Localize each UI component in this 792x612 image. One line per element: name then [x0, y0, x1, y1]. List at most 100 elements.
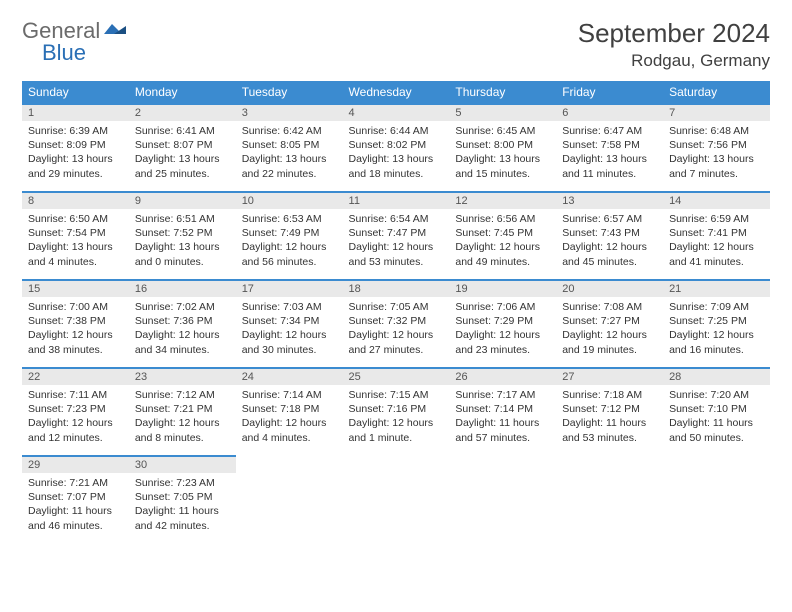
sunset-text: Sunset: 7:05 PM — [135, 490, 230, 504]
day-number: 28 — [663, 369, 770, 385]
day-number: 29 — [22, 457, 129, 473]
page-header: General Blue September 2024 Rodgau, Germ… — [22, 18, 770, 71]
day-number: 25 — [343, 369, 450, 385]
day-header: Thursday — [449, 81, 556, 104]
calendar-cell: 2Sunrise: 6:41 AMSunset: 8:07 PMDaylight… — [129, 104, 236, 192]
daylight-text: Daylight: 12 hours and 27 minutes. — [349, 328, 444, 356]
sunrise-text: Sunrise: 6:44 AM — [349, 124, 444, 138]
calendar-cell: 7Sunrise: 6:48 AMSunset: 7:56 PMDaylight… — [663, 104, 770, 192]
calendar-cell: 19Sunrise: 7:06 AMSunset: 7:29 PMDayligh… — [449, 280, 556, 368]
sunset-text: Sunset: 7:21 PM — [135, 402, 230, 416]
day-number: 2 — [129, 105, 236, 121]
cell-body: Sunrise: 6:56 AMSunset: 7:45 PMDaylight:… — [449, 209, 556, 273]
sunset-text: Sunset: 7:45 PM — [455, 226, 550, 240]
daylight-text: Daylight: 12 hours and 4 minutes. — [242, 416, 337, 444]
sunrise-text: Sunrise: 7:09 AM — [669, 300, 764, 314]
calendar-cell: 6Sunrise: 6:47 AMSunset: 7:58 PMDaylight… — [556, 104, 663, 192]
cell-body: Sunrise: 6:47 AMSunset: 7:58 PMDaylight:… — [556, 121, 663, 185]
calendar-week: 8Sunrise: 6:50 AMSunset: 7:54 PMDaylight… — [22, 192, 770, 280]
empty-cell — [343, 456, 450, 544]
sunset-text: Sunset: 7:52 PM — [135, 226, 230, 240]
sunrise-text: Sunrise: 6:54 AM — [349, 212, 444, 226]
sunrise-text: Sunrise: 6:59 AM — [669, 212, 764, 226]
daylight-text: Daylight: 12 hours and 12 minutes. — [28, 416, 123, 444]
cell-body: Sunrise: 7:02 AMSunset: 7:36 PMDaylight:… — [129, 297, 236, 361]
sunset-text: Sunset: 7:16 PM — [349, 402, 444, 416]
cell-body: Sunrise: 7:06 AMSunset: 7:29 PMDaylight:… — [449, 297, 556, 361]
calendar-cell: 5Sunrise: 6:45 AMSunset: 8:00 PMDaylight… — [449, 104, 556, 192]
cell-body: Sunrise: 6:54 AMSunset: 7:47 PMDaylight:… — [343, 209, 450, 273]
title-block: September 2024 Rodgau, Germany — [578, 18, 770, 71]
month-title: September 2024 — [578, 18, 770, 49]
day-number: 7 — [663, 105, 770, 121]
sunrise-text: Sunrise: 7:02 AM — [135, 300, 230, 314]
day-number: 16 — [129, 281, 236, 297]
cell-body: Sunrise: 7:23 AMSunset: 7:05 PMDaylight:… — [129, 473, 236, 537]
day-number: 3 — [236, 105, 343, 121]
daylight-text: Daylight: 13 hours and 22 minutes. — [242, 152, 337, 180]
cell-body: Sunrise: 6:57 AMSunset: 7:43 PMDaylight:… — [556, 209, 663, 273]
calendar-cell: 16Sunrise: 7:02 AMSunset: 7:36 PMDayligh… — [129, 280, 236, 368]
daylight-text: Daylight: 12 hours and 8 minutes. — [135, 416, 230, 444]
cell-body: Sunrise: 6:48 AMSunset: 7:56 PMDaylight:… — [663, 121, 770, 185]
calendar-week: 1Sunrise: 6:39 AMSunset: 8:09 PMDaylight… — [22, 104, 770, 192]
sunset-text: Sunset: 7:18 PM — [242, 402, 337, 416]
logo: General Blue — [22, 18, 128, 44]
sunrise-text: Sunrise: 7:20 AM — [669, 388, 764, 402]
cell-body: Sunrise: 7:12 AMSunset: 7:21 PMDaylight:… — [129, 385, 236, 449]
daylight-text: Daylight: 12 hours and 41 minutes. — [669, 240, 764, 268]
daylight-text: Daylight: 13 hours and 11 minutes. — [562, 152, 657, 180]
sunrise-text: Sunrise: 6:51 AM — [135, 212, 230, 226]
sunrise-text: Sunrise: 7:08 AM — [562, 300, 657, 314]
day-number: 6 — [556, 105, 663, 121]
sunset-text: Sunset: 7:54 PM — [28, 226, 123, 240]
sunset-text: Sunset: 7:25 PM — [669, 314, 764, 328]
calendar-cell: 11Sunrise: 6:54 AMSunset: 7:47 PMDayligh… — [343, 192, 450, 280]
sunset-text: Sunset: 7:12 PM — [562, 402, 657, 416]
cell-body: Sunrise: 6:45 AMSunset: 8:00 PMDaylight:… — [449, 121, 556, 185]
day-number: 1 — [22, 105, 129, 121]
sunset-text: Sunset: 7:41 PM — [669, 226, 764, 240]
calendar-cell: 30Sunrise: 7:23 AMSunset: 7:05 PMDayligh… — [129, 456, 236, 544]
sunset-text: Sunset: 7:43 PM — [562, 226, 657, 240]
sunset-text: Sunset: 7:49 PM — [242, 226, 337, 240]
sunrise-text: Sunrise: 7:18 AM — [562, 388, 657, 402]
day-number: 10 — [236, 193, 343, 209]
cell-body: Sunrise: 6:50 AMSunset: 7:54 PMDaylight:… — [22, 209, 129, 273]
empty-cell — [663, 456, 770, 544]
cell-body: Sunrise: 6:51 AMSunset: 7:52 PMDaylight:… — [129, 209, 236, 273]
cell-body: Sunrise: 6:39 AMSunset: 8:09 PMDaylight:… — [22, 121, 129, 185]
daylight-text: Daylight: 13 hours and 18 minutes. — [349, 152, 444, 180]
calendar-cell: 1Sunrise: 6:39 AMSunset: 8:09 PMDaylight… — [22, 104, 129, 192]
cell-body: Sunrise: 7:15 AMSunset: 7:16 PMDaylight:… — [343, 385, 450, 449]
daylight-text: Daylight: 12 hours and 1 minute. — [349, 416, 444, 444]
daylight-text: Daylight: 13 hours and 15 minutes. — [455, 152, 550, 180]
day-number: 23 — [129, 369, 236, 385]
sunset-text: Sunset: 8:02 PM — [349, 138, 444, 152]
calendar-cell: 20Sunrise: 7:08 AMSunset: 7:27 PMDayligh… — [556, 280, 663, 368]
daylight-text: Daylight: 12 hours and 38 minutes. — [28, 328, 123, 356]
daylight-text: Daylight: 12 hours and 16 minutes. — [669, 328, 764, 356]
sunrise-text: Sunrise: 6:53 AM — [242, 212, 337, 226]
daylight-text: Daylight: 12 hours and 53 minutes. — [349, 240, 444, 268]
daylight-text: Daylight: 12 hours and 23 minutes. — [455, 328, 550, 356]
sunrise-text: Sunrise: 6:47 AM — [562, 124, 657, 138]
sunrise-text: Sunrise: 6:48 AM — [669, 124, 764, 138]
day-number: 20 — [556, 281, 663, 297]
daylight-text: Daylight: 13 hours and 4 minutes. — [28, 240, 123, 268]
calendar-cell: 21Sunrise: 7:09 AMSunset: 7:25 PMDayligh… — [663, 280, 770, 368]
sunset-text: Sunset: 7:58 PM — [562, 138, 657, 152]
sunrise-text: Sunrise: 6:42 AM — [242, 124, 337, 138]
sunset-text: Sunset: 7:14 PM — [455, 402, 550, 416]
calendar-cell: 23Sunrise: 7:12 AMSunset: 7:21 PMDayligh… — [129, 368, 236, 456]
calendar-week: 15Sunrise: 7:00 AMSunset: 7:38 PMDayligh… — [22, 280, 770, 368]
calendar-body: 1Sunrise: 6:39 AMSunset: 8:09 PMDaylight… — [22, 104, 770, 544]
day-number: 15 — [22, 281, 129, 297]
day-number: 24 — [236, 369, 343, 385]
sunrise-text: Sunrise: 7:06 AM — [455, 300, 550, 314]
sunrise-text: Sunrise: 6:57 AM — [562, 212, 657, 226]
daylight-text: Daylight: 12 hours and 34 minutes. — [135, 328, 230, 356]
calendar-cell: 10Sunrise: 6:53 AMSunset: 7:49 PMDayligh… — [236, 192, 343, 280]
day-number: 22 — [22, 369, 129, 385]
sunrise-text: Sunrise: 6:56 AM — [455, 212, 550, 226]
